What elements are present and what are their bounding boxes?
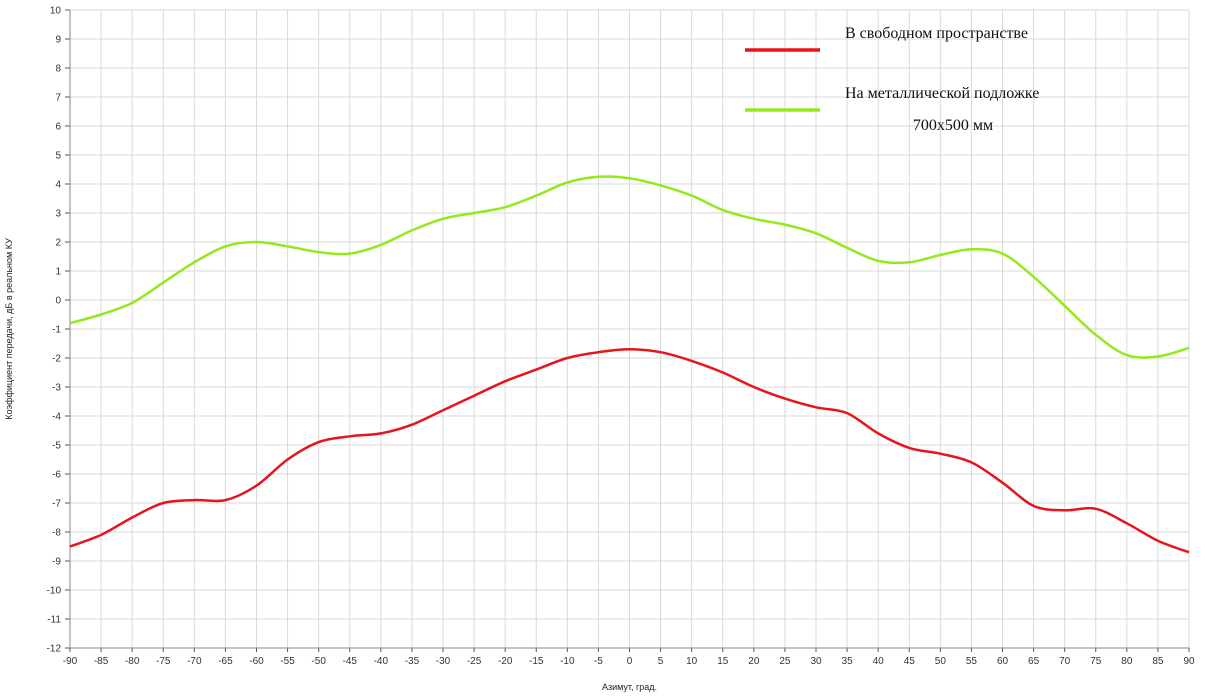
y-tick-label: 7	[55, 93, 61, 104]
x-tick-label: -70	[187, 656, 202, 667]
x-tick-label: -55	[280, 656, 295, 667]
x-tick-label: -30	[436, 656, 451, 667]
x-tick-label: 25	[779, 656, 791, 667]
y-tick-label: -5	[52, 441, 61, 452]
series-lines	[69, 175, 1190, 554]
x-tick-label: 50	[935, 656, 947, 667]
x-tick-label: -20	[498, 656, 513, 667]
x-tick-label: -5	[594, 656, 603, 667]
y-tick-label: -11	[47, 615, 61, 626]
x-tick-label: 45	[904, 656, 916, 667]
x-tick-label: 65	[1028, 656, 1040, 667]
x-tick-label: -80	[125, 656, 140, 667]
x-tick-label: -40	[374, 656, 389, 667]
legend-label-1: 700х500 мм	[913, 117, 993, 134]
x-tick-label: -65	[218, 656, 233, 667]
y-tick-label: -3	[52, 383, 61, 394]
x-tick-label: 10	[686, 656, 698, 667]
y-tick-label: -1	[52, 325, 61, 336]
y-tick-label: 4	[55, 180, 61, 191]
y-tick-label: -10	[47, 586, 62, 597]
y-tick-label: 3	[55, 209, 61, 220]
y-tick-label: -9	[52, 557, 61, 568]
y-tick-label: 8	[55, 64, 61, 75]
y-tick-label: 2	[55, 238, 61, 249]
x-tick-label: 40	[873, 656, 885, 667]
x-tick-label: 70	[1059, 656, 1071, 667]
x-tick-label: 30	[810, 656, 822, 667]
x-tick-label: 20	[748, 656, 760, 667]
axes: -90 -85 -80 -75 -70 -65 -60 -55 -50 -45 -40 -35 -30-…	[47, 6, 1195, 668]
x-tick-label: 0	[627, 656, 633, 667]
y-tick-label: -2	[52, 354, 61, 365]
y-tick-label: -4	[52, 412, 61, 423]
y-tick-label: -6	[52, 470, 61, 481]
x-tick-label: -45	[343, 656, 358, 667]
x-tick-label: 5	[658, 656, 664, 667]
x-tick-label: 90	[1183, 656, 1195, 667]
x-tick-label: 55	[966, 656, 978, 667]
y-tick-label: 5	[55, 151, 61, 162]
x-tick-label: -60	[249, 656, 264, 667]
x-tick-label: 15	[717, 656, 729, 667]
y-tick-label: 1	[55, 267, 61, 278]
x-tick-label: 35	[842, 656, 854, 667]
y-tick-label: 0	[55, 296, 61, 307]
y-tick-label: -7	[52, 499, 61, 510]
x-tick-label: 80	[1121, 656, 1133, 667]
legend-label-0: В свободном пространстве	[845, 25, 1028, 42]
x-tick-label: -15	[529, 656, 544, 667]
x-tick-label: -35	[405, 656, 420, 667]
x-tick-label: -85	[94, 656, 109, 667]
legend-label-1: На металлической подложке	[845, 85, 1039, 102]
x-tick-label: 75	[1090, 656, 1102, 667]
x-axis-title: Азимут, град.	[602, 682, 657, 692]
x-tick-label: -90	[63, 656, 78, 667]
y-tick-label: 6	[55, 122, 61, 133]
y-tick-label: 10	[50, 6, 62, 17]
x-tick-label: 85	[1152, 656, 1164, 667]
x-tick-label: -75	[156, 656, 171, 667]
y-tick-label: 9	[55, 35, 61, 46]
y-tick-label: -8	[52, 528, 61, 539]
y-axis-title: Коэффициент передачи, дБ в реальном КУ	[4, 238, 14, 420]
x-tick-label: -25	[467, 656, 482, 667]
series-line-0	[69, 348, 1190, 554]
x-tick-label: -10	[560, 656, 575, 667]
x-tick-label: -50	[311, 656, 326, 667]
y-tick-label: -12	[47, 644, 62, 655]
x-tick-label: 60	[997, 656, 1009, 667]
series-line-1	[69, 175, 1190, 359]
legend: В свободном пространстве На металлической…	[745, 25, 1039, 134]
